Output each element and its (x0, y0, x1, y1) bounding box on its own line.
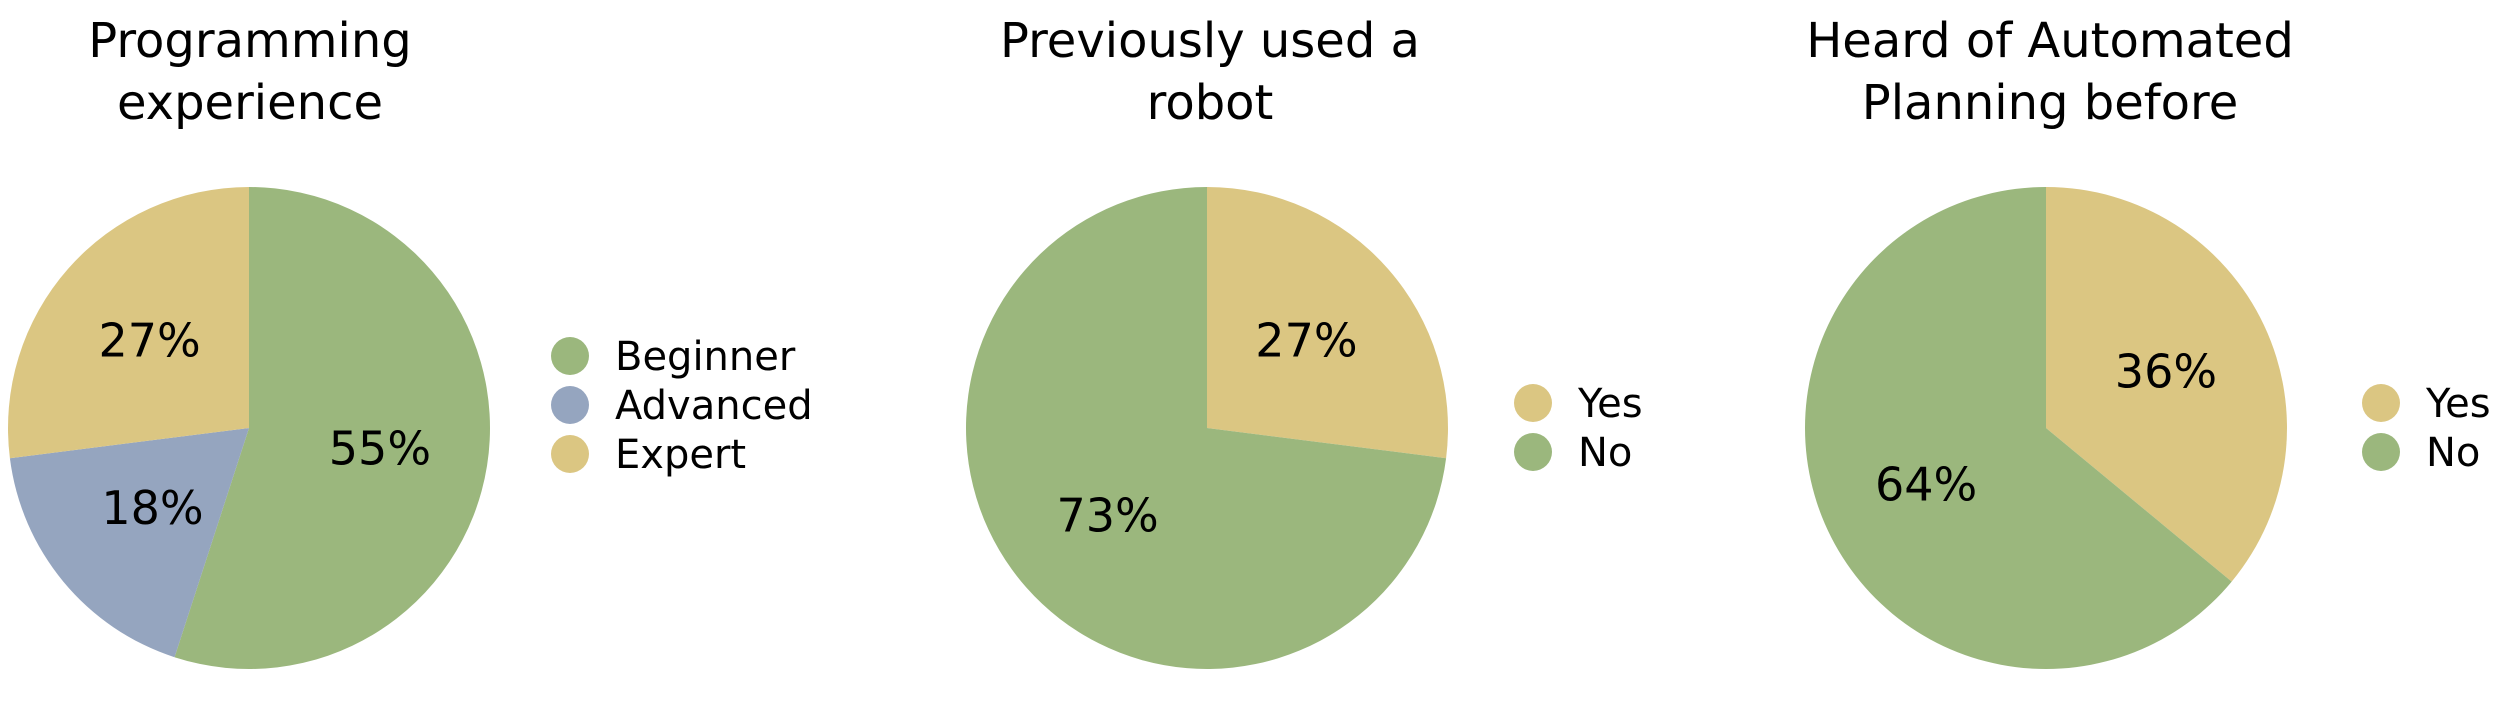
chart-1-slice-label-advanced: 18% (101, 481, 203, 535)
chart-2-pie: 27% 73% (966, 187, 1449, 670)
chart-1-title: Programming experience (20, 10, 480, 134)
chart-3-slice-label-no: 64% (1875, 457, 1977, 511)
chart-1-legend-swatch-expert (551, 435, 589, 473)
chart-2-title-line-2: robot (1146, 75, 1274, 131)
chart-1-slice-label-beginner: 55% (329, 422, 431, 476)
chart-1-title-line-1: Programming (88, 13, 412, 69)
chart-1-pie: 55% 18% 27% (7, 187, 490, 669)
chart-1-slice-label-expert: 27% (98, 313, 200, 367)
chart-1-legend-swatch-beginner (551, 337, 589, 375)
chart-3-title: Heard of Automated Planning before (1750, 10, 2350, 134)
chart-1-slice-beginner (174, 187, 490, 669)
chart-2-title-line-1: Previously used a (1000, 13, 1420, 69)
chart-1-legend-label-beginner: Beginner (615, 334, 796, 380)
chart-3-title-line-2: Planning before (1861, 75, 2239, 131)
chart-1-legend-label-advanced: Advanced (615, 383, 813, 429)
chart-3-legend-label-no: No (2426, 430, 2480, 476)
chart-3-pie: 36% 64% (1805, 187, 2287, 669)
chart-3-title-line-1: Heard of Automated (1806, 13, 2294, 69)
chart-2-legend-swatch-yes (1514, 384, 1552, 422)
chart-1-slice-advanced (9, 428, 249, 658)
chart-1-title-line-2: experience (116, 75, 384, 131)
chart-2-legend-label-no: No (1578, 430, 1632, 476)
chart-1-legend-swatch-advanced (551, 386, 589, 424)
chart-2-legend-label-yes: Yes (1577, 381, 1643, 427)
chart-2-slice-yes (1207, 187, 1449, 459)
chart-3-legend-label-yes: Yes (2425, 381, 2491, 427)
chart-2-legend-swatch-no (1514, 433, 1552, 471)
chart-3-legend-swatch-yes (2362, 384, 2400, 422)
chart-2-title: Previously used a robot (900, 10, 1520, 134)
chart-3-slice-yes (2046, 187, 2287, 582)
chart-3-slice-no (1805, 187, 2232, 669)
chart-2-slice-label-yes: 27% (1255, 313, 1357, 367)
chart-2-slice-no (966, 187, 1447, 670)
chart-1-legend-label-expert: Expert (615, 432, 746, 478)
chart-2-slice-label-no: 73% (1056, 489, 1158, 543)
chart-3-slice-label-yes: 36% (2115, 345, 2217, 399)
chart-3-legend-swatch-no (2362, 433, 2400, 471)
chart-1-slice-expert (7, 187, 249, 459)
